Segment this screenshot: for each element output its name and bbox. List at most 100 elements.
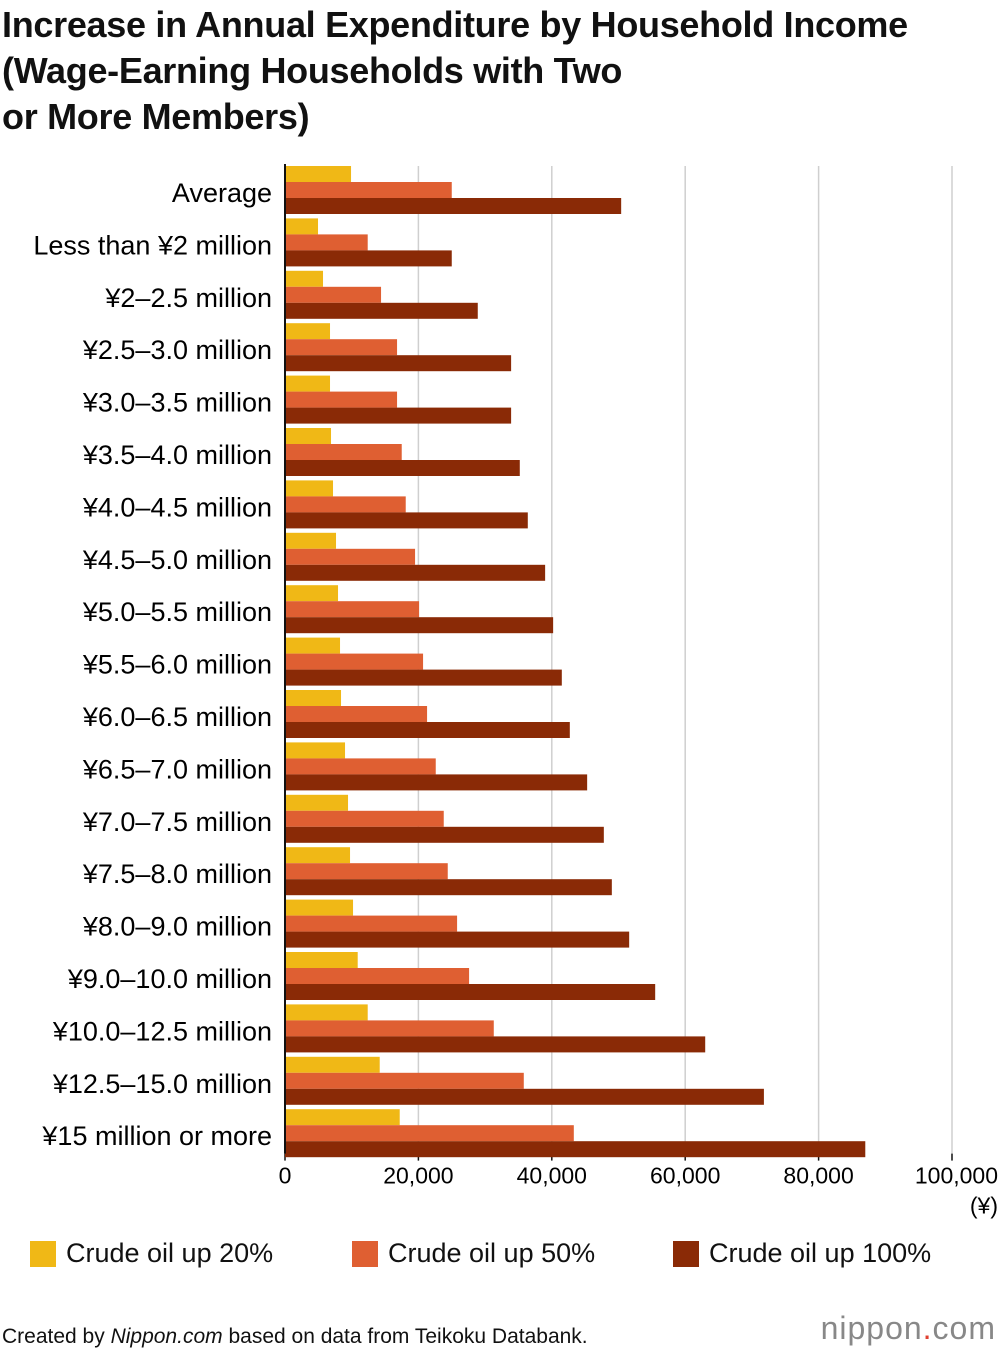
bar <box>285 637 341 654</box>
title-line: or More Members) <box>2 96 310 137</box>
bar <box>285 182 452 198</box>
title-line: (Wage-Earning Households with Two <box>2 50 623 91</box>
category-label: Average <box>172 178 272 208</box>
category-label: ¥4.0–4.5 million <box>82 492 272 522</box>
x-unit-label: (¥) <box>970 1193 998 1219</box>
category-label: ¥5.5–6.0 million <box>82 650 272 680</box>
bar <box>285 601 420 618</box>
bar <box>285 653 424 670</box>
legend-label: Crude oil up 100% <box>709 1238 932 1268</box>
logo-text: com <box>932 1310 996 1346</box>
x-tick-label: 40,000 <box>517 1163 587 1189</box>
bar-chart: 0 20,000 40,000 60,000 80,000 100,000 (¥) Avera… <box>33 164 998 1219</box>
legend-swatch <box>30 1240 56 1267</box>
bar <box>285 1056 380 1073</box>
bar <box>285 250 452 267</box>
bar <box>285 1125 574 1142</box>
bar <box>285 407 512 424</box>
x-tick-label: 100,000 <box>915 1163 998 1189</box>
bar <box>285 826 604 843</box>
legend-label: Crude oil up 20% <box>66 1238 274 1268</box>
category-label: ¥12.5–15.0 million <box>52 1069 272 1099</box>
nippon-logo: nippon.com <box>821 1310 996 1347</box>
bar <box>285 198 622 214</box>
bar <box>285 375 331 392</box>
legend-swatch <box>673 1240 699 1267</box>
bar <box>285 690 342 706</box>
bar <box>285 323 331 340</box>
bar <box>285 302 478 319</box>
category-label: ¥5.0–5.5 million <box>82 597 272 627</box>
category-label: ¥2.5–3.0 million <box>82 335 272 365</box>
bar <box>285 460 520 476</box>
category-label: ¥2–2.5 million <box>104 283 272 313</box>
bar <box>285 1088 764 1105</box>
x-tick-label: 0 <box>279 1163 292 1189</box>
category-label: ¥7.5–8.0 million <box>82 859 272 889</box>
bar <box>285 166 352 182</box>
bar <box>285 1072 524 1089</box>
category-label: ¥15 million or more <box>41 1121 272 1151</box>
category-label: Less than ¥2 million <box>33 230 272 260</box>
bar <box>285 391 398 408</box>
bar <box>285 444 402 460</box>
category-label: ¥6.0–6.5 million <box>82 702 272 732</box>
legend-swatch <box>352 1240 378 1267</box>
bar <box>285 879 612 896</box>
bar <box>285 480 334 497</box>
bar <box>285 915 458 932</box>
x-tick-label: 20,000 <box>383 1163 453 1189</box>
source-credit: Created by Nippon.com based on data from… <box>2 1325 588 1349</box>
bar <box>285 952 358 968</box>
credit-source: Nippon.com <box>110 1325 223 1348</box>
category-label: ¥9.0–10.0 million <box>67 964 272 994</box>
bar <box>285 1036 706 1053</box>
logo-dot: . <box>922 1310 933 1346</box>
bar <box>285 706 428 722</box>
logo-text: nippon <box>820 1310 923 1346</box>
bar <box>285 758 436 775</box>
bar <box>285 722 570 738</box>
bar <box>285 496 406 513</box>
title-line: Increase in Annual Expenditure by Househ… <box>2 4 908 45</box>
bar <box>285 810 444 827</box>
bar <box>285 669 562 686</box>
bar <box>285 564 546 581</box>
bar <box>285 984 656 1000</box>
bar <box>285 1020 494 1037</box>
category-label: ¥4.5–5.0 million <box>82 545 272 575</box>
bar <box>285 774 588 791</box>
bar <box>285 585 339 602</box>
category-label: ¥3.5–4.0 million <box>82 440 272 470</box>
bar <box>285 899 354 916</box>
bar <box>285 863 448 880</box>
bar <box>285 548 416 565</box>
legend-item: Crude oil up 100% <box>673 1238 931 1269</box>
bar <box>285 1109 400 1126</box>
bar <box>285 794 349 811</box>
credit-suffix: based on data from Teikoku Databank. <box>222 1325 588 1348</box>
bar <box>285 968 470 984</box>
x-tick-label: 80,000 <box>783 1163 853 1189</box>
legend-item: Crude oil up 20% <box>30 1238 273 1269</box>
bar <box>285 428 332 444</box>
bar <box>285 218 319 235</box>
category-label: ¥3.0–3.5 million <box>82 388 272 418</box>
bar <box>285 1141 866 1158</box>
category-label: ¥10.0–12.5 million <box>52 1016 272 1046</box>
bar <box>285 847 351 864</box>
bar <box>285 234 368 251</box>
bar <box>285 532 337 549</box>
bar <box>285 931 630 948</box>
chart-title: Increase in Annual Expenditure by Househ… <box>2 2 1000 140</box>
bar <box>285 1004 368 1021</box>
credit-prefix: Created by <box>2 1325 111 1348</box>
bar <box>285 339 398 356</box>
legend-label: Crude oil up 50% <box>388 1238 596 1268</box>
category-label: ¥7.0–7.5 million <box>82 807 272 837</box>
x-tick-label: 60,000 <box>650 1163 720 1189</box>
bar <box>285 355 512 372</box>
legend-item: Crude oil up 50% <box>352 1238 595 1269</box>
bar <box>285 512 528 529</box>
category-label: ¥8.0–9.0 million <box>82 912 272 942</box>
